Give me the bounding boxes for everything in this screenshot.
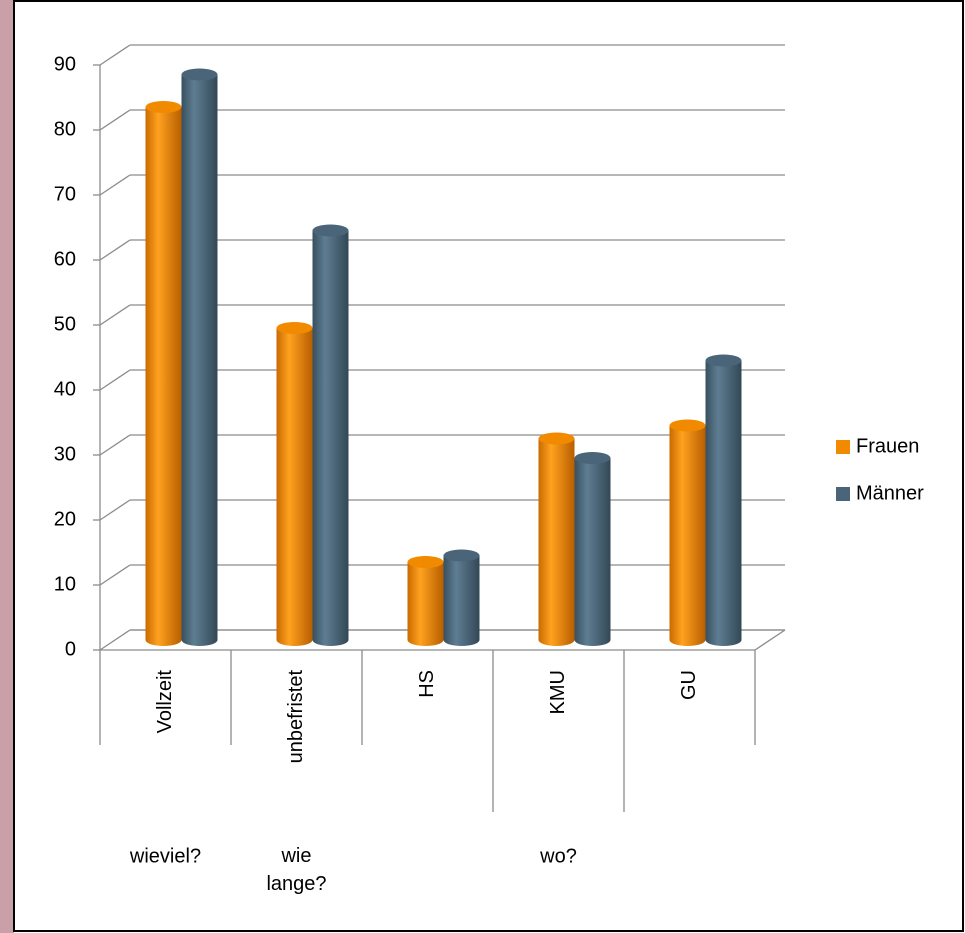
bar-body <box>276 328 313 646</box>
grid-line <box>99 44 131 66</box>
legend-label: Frauen <box>856 435 919 457</box>
grid-line <box>99 434 131 456</box>
legend-swatch <box>836 487 850 501</box>
y-tick-label: 30 <box>54 443 76 465</box>
x-tick-label: KMU <box>547 670 569 714</box>
bar-body <box>145 107 182 646</box>
bar <box>669 419 706 646</box>
bar <box>145 101 182 646</box>
y-tick-label: 80 <box>54 118 76 140</box>
bar-top <box>407 556 444 568</box>
x-tick-label: Vollzeit <box>154 670 176 734</box>
grid-line <box>99 174 131 196</box>
bar-top <box>574 452 611 464</box>
bar-top <box>276 322 313 334</box>
bar-top <box>669 419 706 432</box>
floor <box>754 629 786 651</box>
bar <box>574 452 611 646</box>
bar <box>443 549 480 646</box>
y-tick-label: 10 <box>54 573 76 595</box>
bar-top <box>538 432 575 445</box>
grid-line <box>99 564 131 586</box>
y-tick-label: 90 <box>54 53 76 75</box>
bar <box>276 322 313 646</box>
grid-line <box>99 109 131 131</box>
y-tick-label: 20 <box>54 508 76 530</box>
y-tick-label: 70 <box>54 183 76 205</box>
bar-body <box>443 555 480 646</box>
bar-top <box>145 101 182 113</box>
grid-line <box>99 499 131 521</box>
bar-body <box>538 438 575 646</box>
grid-line <box>99 369 131 391</box>
bar-body <box>574 458 611 646</box>
bar-body <box>312 230 349 646</box>
y-tick-label: 0 <box>65 638 76 660</box>
bar-body <box>407 562 444 646</box>
legend-label: Männer <box>856 482 924 504</box>
bar-top <box>443 549 480 562</box>
bar <box>407 556 444 646</box>
background-strip <box>0 0 14 933</box>
grid-line <box>99 629 131 651</box>
bar <box>705 354 742 646</box>
bar-body <box>181 74 218 646</box>
bar-top <box>705 354 742 367</box>
group-label: wo? <box>539 845 577 867</box>
group-label: wieviel? <box>129 845 201 867</box>
bar-top <box>181 68 218 81</box>
x-tick-label: unbefristet <box>285 670 307 764</box>
x-tick-label: HS <box>416 670 438 698</box>
y-tick-label: 40 <box>54 378 76 400</box>
bar-body <box>669 425 706 646</box>
group-label: wie lange? <box>266 845 326 895</box>
bar <box>312 224 349 646</box>
bar-top <box>312 224 349 237</box>
legend-swatch <box>836 440 850 454</box>
bar <box>538 432 575 646</box>
grid-line <box>99 304 131 326</box>
y-tick-label: 60 <box>54 248 76 270</box>
bar <box>181 68 218 646</box>
x-tick-label: GU <box>678 670 700 700</box>
bar-body <box>705 360 742 646</box>
grid-line <box>99 239 131 261</box>
y-tick-label: 50 <box>54 313 76 335</box>
